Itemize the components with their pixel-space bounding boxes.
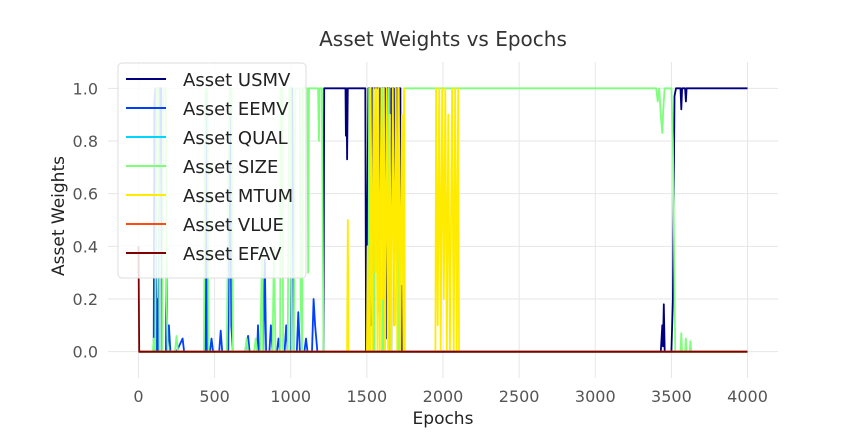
legend-label: Asset USMV [183, 70, 291, 91]
y-tick-label: 0.0 [73, 343, 98, 362]
legend-label: Asset EEMV [183, 99, 289, 120]
x-tick-label: 3500 [651, 387, 692, 406]
legend-label: Asset VLUE [183, 215, 284, 236]
legend-label: Asset QUAL [183, 128, 288, 149]
legend-label: Asset SIZE [183, 157, 278, 178]
x-ticks: 0 500 1000 1500 2000 2500 3000 3500 4000 [133, 387, 768, 406]
x-tick-label: 1500 [347, 387, 388, 406]
legend: Asset USMV Asset EEMV Asset QUAL Asset SIZE… [117, 62, 307, 279]
y-ticks: 0.0 0.2 0.4 0.6 0.8 1.0 [73, 79, 98, 361]
x-tick-label: 4000 [727, 387, 768, 406]
y-tick-label: 0.2 [73, 290, 98, 309]
series-line-asset-mtum [138, 87, 748, 353]
x-tick-label: 500 [199, 387, 230, 406]
y-tick-label: 1.0 [73, 79, 98, 98]
x-tick-label: 2500 [499, 387, 540, 406]
legend-label: Asset MTUM [183, 186, 293, 207]
y-tick-label: 0.6 [73, 185, 98, 204]
y-tick-label: 0.4 [73, 237, 98, 256]
legend-label: Asset EFAV [183, 244, 282, 265]
series-line-asset-efav [137, 246, 748, 353]
y-axis-label: Asset Weights [49, 156, 69, 276]
series-layer [137, 87, 748, 353]
series-line-asset-size [138, 87, 748, 353]
x-tick-label: 0 [133, 387, 143, 406]
y-tick-label: 0.8 [73, 132, 98, 151]
x-tick-label: 1000 [270, 387, 311, 406]
x-axis-label: Epochs [413, 409, 474, 429]
chart-title: Asset Weights vs Epochs [319, 27, 567, 51]
x-tick-label: 3000 [575, 387, 616, 406]
x-tick-label: 2000 [423, 387, 464, 406]
